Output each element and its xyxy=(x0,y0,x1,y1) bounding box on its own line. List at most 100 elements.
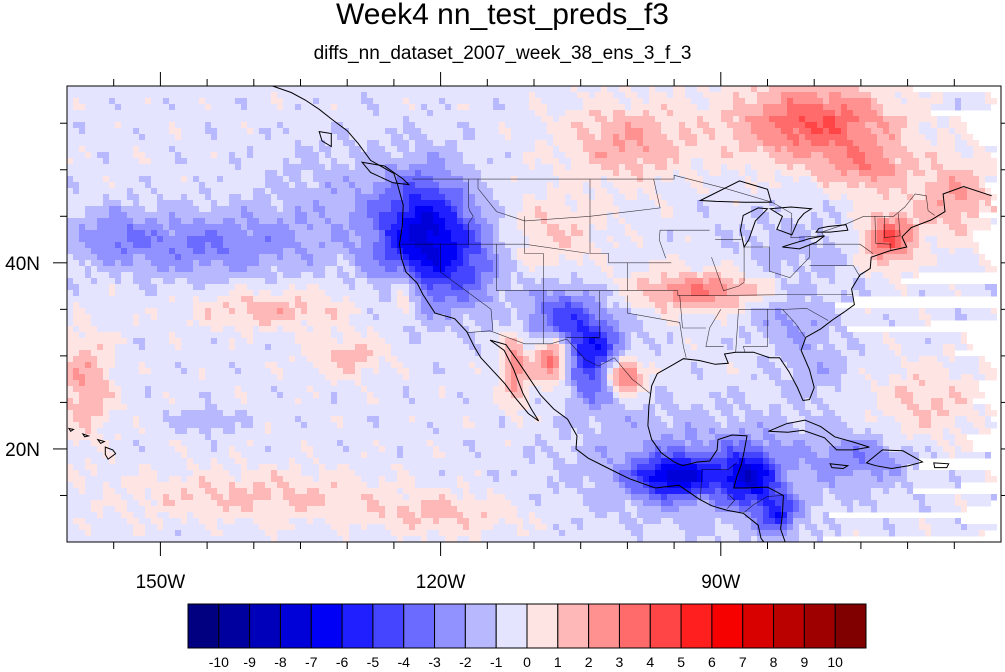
field-cell xyxy=(577,224,589,231)
field-cell xyxy=(325,242,343,249)
field-cell xyxy=(811,410,823,417)
field-cell xyxy=(853,110,877,117)
field-cell xyxy=(715,134,733,141)
field-cell xyxy=(349,524,361,531)
field-cell xyxy=(883,236,895,243)
field-cell xyxy=(847,122,865,129)
field-cell xyxy=(355,260,379,267)
field-cell xyxy=(961,374,973,381)
field-cell xyxy=(649,380,775,387)
field-cell xyxy=(67,92,271,99)
field-cell xyxy=(625,146,643,153)
field-cell xyxy=(199,260,211,267)
field-cell xyxy=(535,398,541,405)
field-cell xyxy=(865,308,871,315)
field-cell xyxy=(817,344,823,351)
field-cell xyxy=(919,164,931,171)
field-cell xyxy=(79,524,91,531)
field-cell xyxy=(139,146,169,153)
field-cell xyxy=(373,368,379,375)
field-cell xyxy=(571,374,589,381)
field-cell xyxy=(823,488,829,495)
field-cell xyxy=(859,530,889,537)
field-cell xyxy=(805,458,859,465)
field-cell xyxy=(121,392,145,399)
colorbar-swatch xyxy=(526,603,559,649)
field-cell xyxy=(307,452,313,459)
field-cell xyxy=(133,200,139,207)
field-cell xyxy=(793,404,805,411)
field-cell xyxy=(511,470,517,477)
field-cell xyxy=(553,386,571,393)
field-cell xyxy=(67,182,79,189)
field-cell xyxy=(133,146,139,153)
field-cell xyxy=(187,236,223,243)
field-cell xyxy=(355,266,361,273)
field-cell xyxy=(655,470,667,477)
field-cell xyxy=(691,158,703,165)
field-cell xyxy=(601,134,613,141)
field-cell xyxy=(793,524,799,531)
field-cell xyxy=(229,278,265,285)
field-cell xyxy=(559,374,565,381)
field-cell xyxy=(517,410,565,417)
field-cell xyxy=(103,404,127,411)
field-cell xyxy=(751,248,841,255)
field-cell xyxy=(793,374,841,381)
field-cell xyxy=(637,464,655,471)
field-cell xyxy=(787,476,817,483)
field-cell xyxy=(301,272,313,279)
field-cell xyxy=(961,506,967,513)
field-cell xyxy=(745,116,769,123)
field-cell xyxy=(409,98,439,105)
field-cell xyxy=(457,248,463,255)
field-cell xyxy=(355,368,361,375)
field-cell xyxy=(229,200,271,207)
field-cell xyxy=(769,230,811,237)
field-cell xyxy=(67,458,85,465)
field-cell xyxy=(343,332,361,339)
field-cell xyxy=(721,110,763,117)
field-cell xyxy=(457,212,463,219)
field-cell xyxy=(961,524,967,531)
field-cell xyxy=(523,260,559,267)
field-cell xyxy=(883,146,907,153)
field-cell xyxy=(691,338,721,345)
field-cell xyxy=(367,356,379,363)
field-cell xyxy=(589,416,595,423)
field-cell xyxy=(835,410,865,417)
field-cell xyxy=(607,362,613,369)
field-cell xyxy=(109,98,115,105)
field-cell xyxy=(115,488,127,495)
field-cell xyxy=(295,338,337,345)
field-cell xyxy=(487,158,493,165)
field-cell xyxy=(151,260,193,267)
field-cell xyxy=(79,440,91,447)
field-cell xyxy=(433,230,439,237)
field-cell xyxy=(463,512,481,519)
field-cell xyxy=(601,422,631,429)
field-cell xyxy=(601,128,625,135)
field-cell xyxy=(553,290,565,297)
field-cell xyxy=(631,104,661,111)
field-cell xyxy=(499,128,511,135)
field-cell xyxy=(79,398,103,405)
field-cell xyxy=(463,338,475,345)
field-cell xyxy=(277,482,289,489)
field-cell xyxy=(931,422,955,429)
field-cell xyxy=(835,344,847,351)
field-cell xyxy=(943,92,985,99)
field-cell xyxy=(439,386,445,393)
field-cell xyxy=(979,254,985,261)
field-cell xyxy=(475,218,487,225)
field-cell xyxy=(319,368,343,375)
field-cell xyxy=(421,128,463,135)
field-cell xyxy=(649,488,655,495)
field-cell xyxy=(247,206,277,213)
field-cell xyxy=(853,254,871,261)
field-cell xyxy=(319,200,355,207)
field-cell xyxy=(319,140,325,147)
field-cell xyxy=(463,392,493,399)
field-cell xyxy=(619,188,637,195)
field-cell xyxy=(841,380,871,387)
